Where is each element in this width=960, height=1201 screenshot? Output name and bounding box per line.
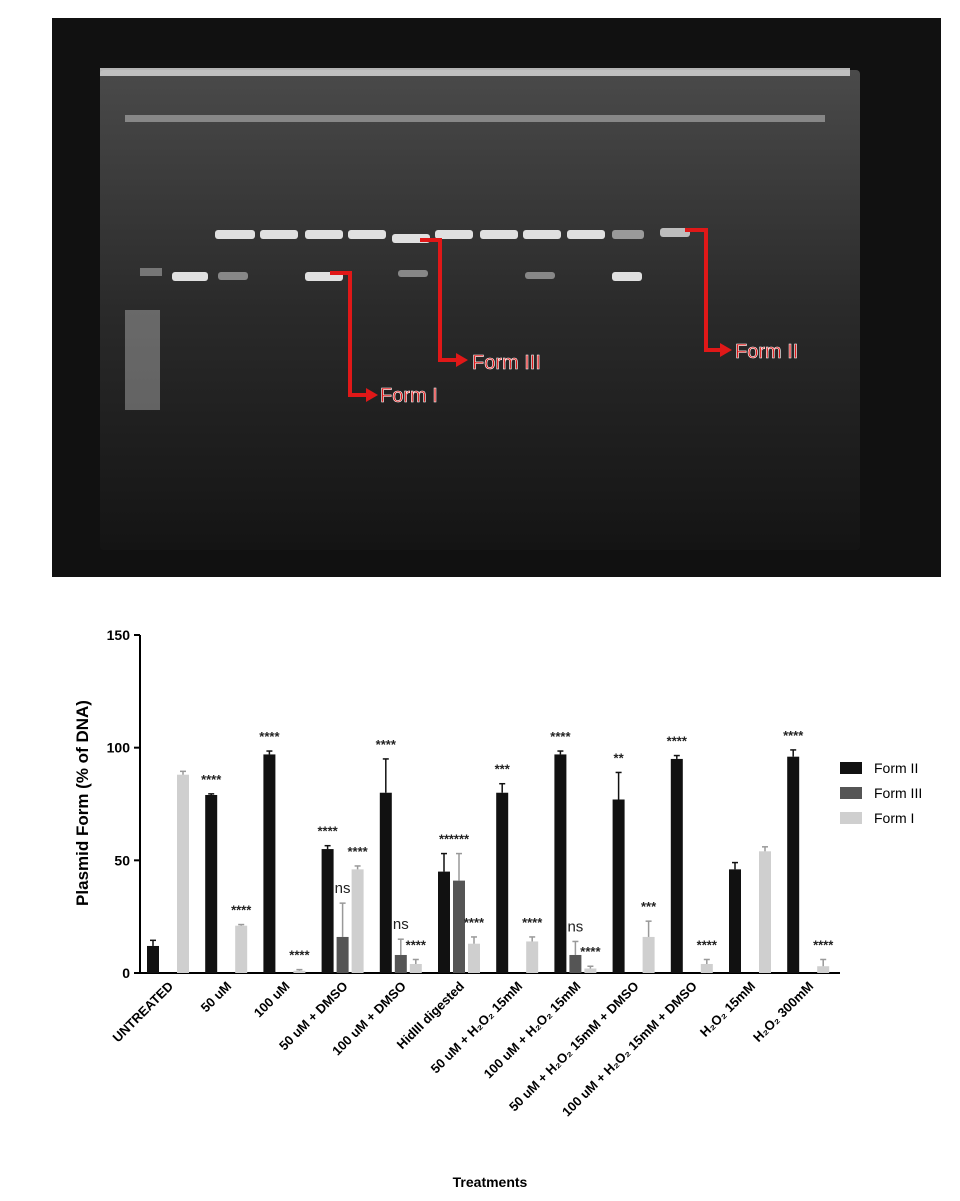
legend-swatch [840, 812, 862, 824]
bar [701, 964, 713, 973]
legend-label: Form III [874, 785, 922, 801]
bar [410, 964, 422, 973]
significance-label: **** [813, 937, 834, 952]
bar [468, 944, 480, 973]
y-tick-label: 50 [114, 852, 130, 868]
significance-label: *** [641, 899, 657, 914]
bar [352, 869, 364, 973]
bar [205, 795, 217, 973]
bar [496, 793, 508, 973]
bar [613, 799, 625, 973]
significance-label: ns [393, 916, 409, 933]
x-tick-label: 50 uM [198, 979, 235, 1016]
y-axis-label: Plasmid Form (% of DNA) [73, 700, 92, 906]
bar [526, 941, 538, 973]
significance-label: **** [580, 944, 601, 959]
bar [817, 966, 829, 973]
bar [177, 775, 189, 973]
bar [147, 946, 159, 973]
bar [554, 754, 566, 973]
legend-label: Form I [874, 810, 914, 826]
significance-label: **** [667, 734, 688, 749]
significance-label: **** [231, 903, 252, 918]
bar [729, 869, 741, 973]
bar [322, 849, 334, 973]
page: Form I Form III Form II Plasmid Form (% … [0, 0, 960, 1196]
significance-label: **** [317, 824, 338, 839]
significance-label: ** [614, 750, 625, 765]
bar [263, 754, 275, 973]
bar [235, 926, 247, 973]
gel-label: Form II [735, 341, 798, 363]
figure: Form I Form III Form II Plasmid Form (% … [0, 0, 960, 1196]
gel-image: Form I Form III Form II [52, 18, 941, 577]
legend-swatch [840, 787, 862, 799]
bar [380, 793, 392, 973]
legend-label: Form II [874, 760, 918, 776]
significance-label: **** [550, 729, 571, 744]
significance-label: **** [783, 728, 804, 743]
significance-label: ns [335, 880, 351, 897]
x-tick-label: H₂O₂ 15mM [697, 979, 758, 1040]
significance-label: **** [697, 937, 718, 952]
x-tick-label: UNTREATED [110, 979, 177, 1046]
x-tick-label: H₂O₂ 300mM [750, 979, 816, 1045]
bar [759, 851, 771, 973]
significance-label: **** [522, 915, 543, 930]
x-tick-label: 100 uM + H₂O₂ 15mM [481, 979, 584, 1082]
significance-label: **** [449, 832, 470, 847]
x-tick-label: 100 uM [251, 979, 293, 1021]
significance-label: **** [289, 948, 310, 963]
significance-label: **** [376, 737, 397, 752]
bar [438, 872, 450, 973]
bar [584, 968, 596, 973]
significance-label: **** [347, 844, 368, 859]
significance-label: **** [259, 729, 280, 744]
bar [643, 937, 655, 973]
gel-label: Form III [472, 352, 541, 374]
bar [671, 759, 683, 973]
significance-label: **** [464, 915, 485, 930]
y-tick-label: 100 [107, 740, 131, 756]
bar [395, 955, 407, 973]
y-tick-label: 0 [122, 965, 130, 981]
bar [337, 937, 349, 973]
x-axis-label: Treatments [453, 1174, 528, 1190]
gel-label: Form I [380, 385, 438, 407]
significance-label: ns [567, 918, 583, 935]
significance-label: *** [495, 762, 511, 777]
bar [787, 757, 799, 973]
significance-label: **** [406, 937, 427, 952]
y-tick-label: 150 [107, 627, 131, 643]
legend-swatch [840, 762, 862, 774]
bar [293, 971, 305, 973]
significance-label: **** [201, 772, 222, 787]
